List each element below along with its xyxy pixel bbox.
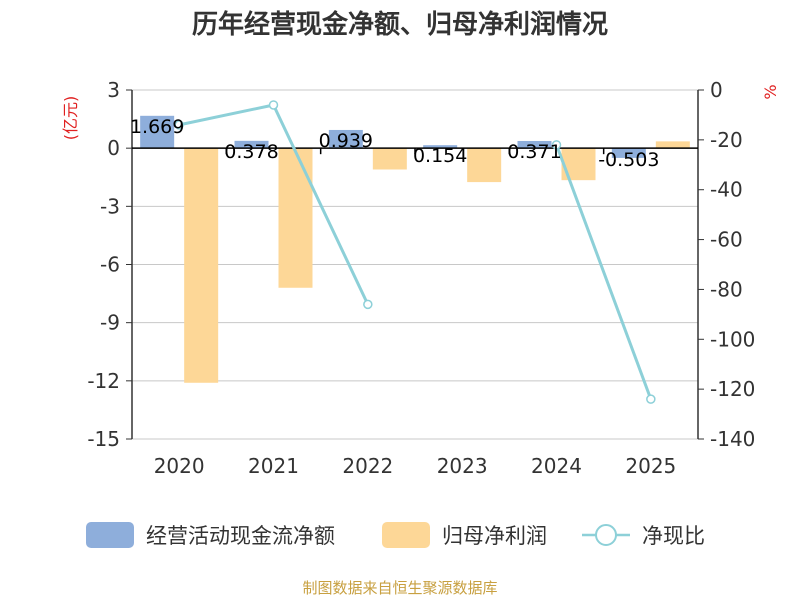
right-axis-ticks: 0 -20 -40 -60 -80 -100 -120 -140 [698,78,755,451]
bar-cashflow [140,115,175,149]
x-tick-label: 2021 [248,454,299,478]
data-label-cashflow: 0.378 [224,141,278,163]
data-source: 制图数据来自恒生聚源数据库 [302,579,497,597]
left-tick-label: 3 [107,78,120,102]
right-tick-label: -60 [710,228,743,252]
right-tick-label: -140 [710,427,755,451]
legend-label-cashflow: 经营活动现金流净额 [146,524,335,548]
bar-net-profit [372,148,407,170]
legend: 经营活动现金流净额 归母净利润 净现比 [86,522,705,548]
bar-cashflow [611,148,646,158]
data-label-cashflow: 1.669 [130,116,184,138]
bar-cashflow [423,145,458,149]
left-tick-label: -6 [100,253,120,277]
bar-net-profit [467,148,502,183]
bar-cashflow [517,140,552,149]
ratio-point [174,120,184,130]
x-axis-labels: 2020 2021 2022 2023 2024 2025 [154,454,677,478]
x-tick-label: 2024 [531,454,582,478]
ratio-point [363,299,373,310]
legend-marker-ratio [595,524,617,546]
data-label-cashflow: 0.154 [413,145,467,167]
right-axis-unit: % [761,84,780,99]
x-tick-label: 2020 [154,454,205,478]
legend-swatch-net-profit [382,522,430,548]
left-tick-label: -15 [87,427,120,451]
data-label-cashflow: 0.371 [507,141,561,163]
bar-net-profit [278,148,313,288]
bar-cashflow [234,140,269,149]
x-tick-label: 2022 [342,454,393,478]
data-labels: 1.669 0.378 0.939 0.154 0.371 -0.503 [130,116,659,171]
left-axis-unit: (亿元) [61,96,80,141]
x-tick-label: 2023 [437,454,488,478]
bars [140,115,690,383]
ratio-point [268,100,279,110]
legend-label-ratio: 净现比 [642,524,705,548]
legend-swatch-cashflow [86,522,134,548]
chart-title: 历年经营现金净额、归母净利润情况 [192,9,608,40]
bar-cashflow [328,129,363,149]
ratio-line-series [174,100,656,404]
ratio-point [551,140,562,150]
legend-label-net-profit: 归母净利润 [442,524,547,548]
right-tick-label: -40 [710,178,743,202]
left-tick-label: -9 [100,311,120,335]
right-tick-label: -100 [710,327,755,351]
right-tick-label: -80 [710,277,743,301]
axes [131,90,699,439]
left-axis-ticks: 3 0 -3 -6 -9 -12 -15 [87,78,132,451]
ratio-point [646,394,656,404]
data-label-cashflow: -0.503 [598,149,659,171]
bar-net-profit [655,141,690,149]
left-tick-label: -12 [87,369,120,393]
left-tick-label: 0 [107,136,120,160]
bar-net-profit [184,148,219,383]
data-label-cashflow: 0.939 [319,130,373,152]
left-tick-label: -3 [100,194,120,218]
right-tick-label: -20 [710,128,743,152]
x-tick-label: 2025 [625,454,676,478]
right-tick-label: 0 [710,78,723,102]
right-tick-label: -120 [710,377,755,401]
